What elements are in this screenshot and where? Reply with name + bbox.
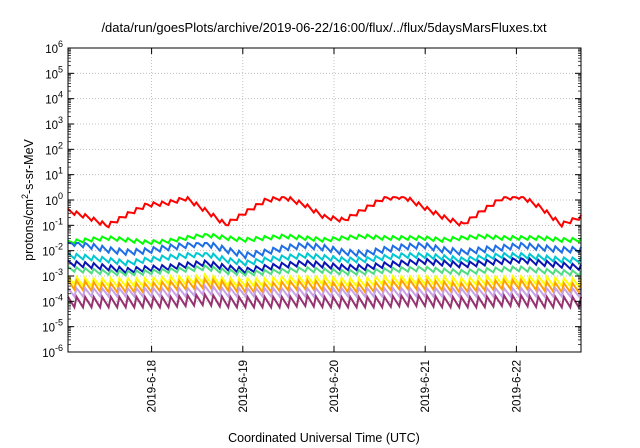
x-tick-label: 2019-6-19 bbox=[238, 360, 250, 412]
y-tick-label: 104 bbox=[45, 90, 63, 107]
y-tick-label: 102 bbox=[45, 140, 63, 157]
y-tick-label: 10-6 bbox=[42, 343, 63, 360]
series-line bbox=[67, 272, 582, 289]
plot-frame bbox=[67, 47, 582, 353]
x-tick-label: 2019-6-18 bbox=[147, 360, 159, 412]
series-line bbox=[67, 291, 582, 311]
series-line bbox=[67, 256, 582, 276]
x-axis-label: Coordinated Universal Time (UTC) bbox=[228, 431, 420, 445]
series-line bbox=[67, 195, 582, 229]
series-line bbox=[67, 263, 582, 278]
x-tick-label: 2019-6-20 bbox=[329, 360, 341, 412]
series-lines bbox=[67, 195, 582, 311]
series-line bbox=[67, 283, 582, 299]
series-line bbox=[67, 276, 582, 295]
series-line bbox=[67, 232, 582, 246]
x-axis-ticks: 2019-6-18 2019-6-19 2019-6-20 2019-6-21 2019… bbox=[147, 48, 523, 412]
y-tick-label: 10-2 bbox=[42, 242, 63, 259]
y-tick-label: 100 bbox=[45, 191, 63, 208]
y-tick-label: 10-3 bbox=[42, 267, 63, 284]
y-tick-label: 10-4 bbox=[42, 292, 63, 309]
y-tick-label: 105 bbox=[45, 64, 63, 81]
y-tick-label: 106 bbox=[45, 39, 63, 56]
y-tick-label: 103 bbox=[45, 115, 63, 132]
y-tick-label: 10-1 bbox=[42, 216, 63, 233]
series-line bbox=[67, 251, 582, 268]
y-tick-label: 10-5 bbox=[42, 318, 63, 335]
y-axis-label: protons/cm2-s-sr-MeV bbox=[20, 138, 36, 260]
series-line bbox=[68, 241, 582, 261]
y-axis-ticks: 10-6 10-5 10-4 10-3 10-2 10-1 100 101 102 103 104 1… bbox=[42, 39, 581, 360]
x-tick-label: 2019-6-22 bbox=[511, 360, 523, 412]
y-tick-label: 101 bbox=[45, 166, 63, 183]
grid-lines bbox=[68, 48, 581, 352]
chart-title: /data/run/goesPlots/archive/2019-06-22/1… bbox=[101, 20, 547, 35]
x-tick-label: 2019-6-21 bbox=[420, 360, 432, 412]
